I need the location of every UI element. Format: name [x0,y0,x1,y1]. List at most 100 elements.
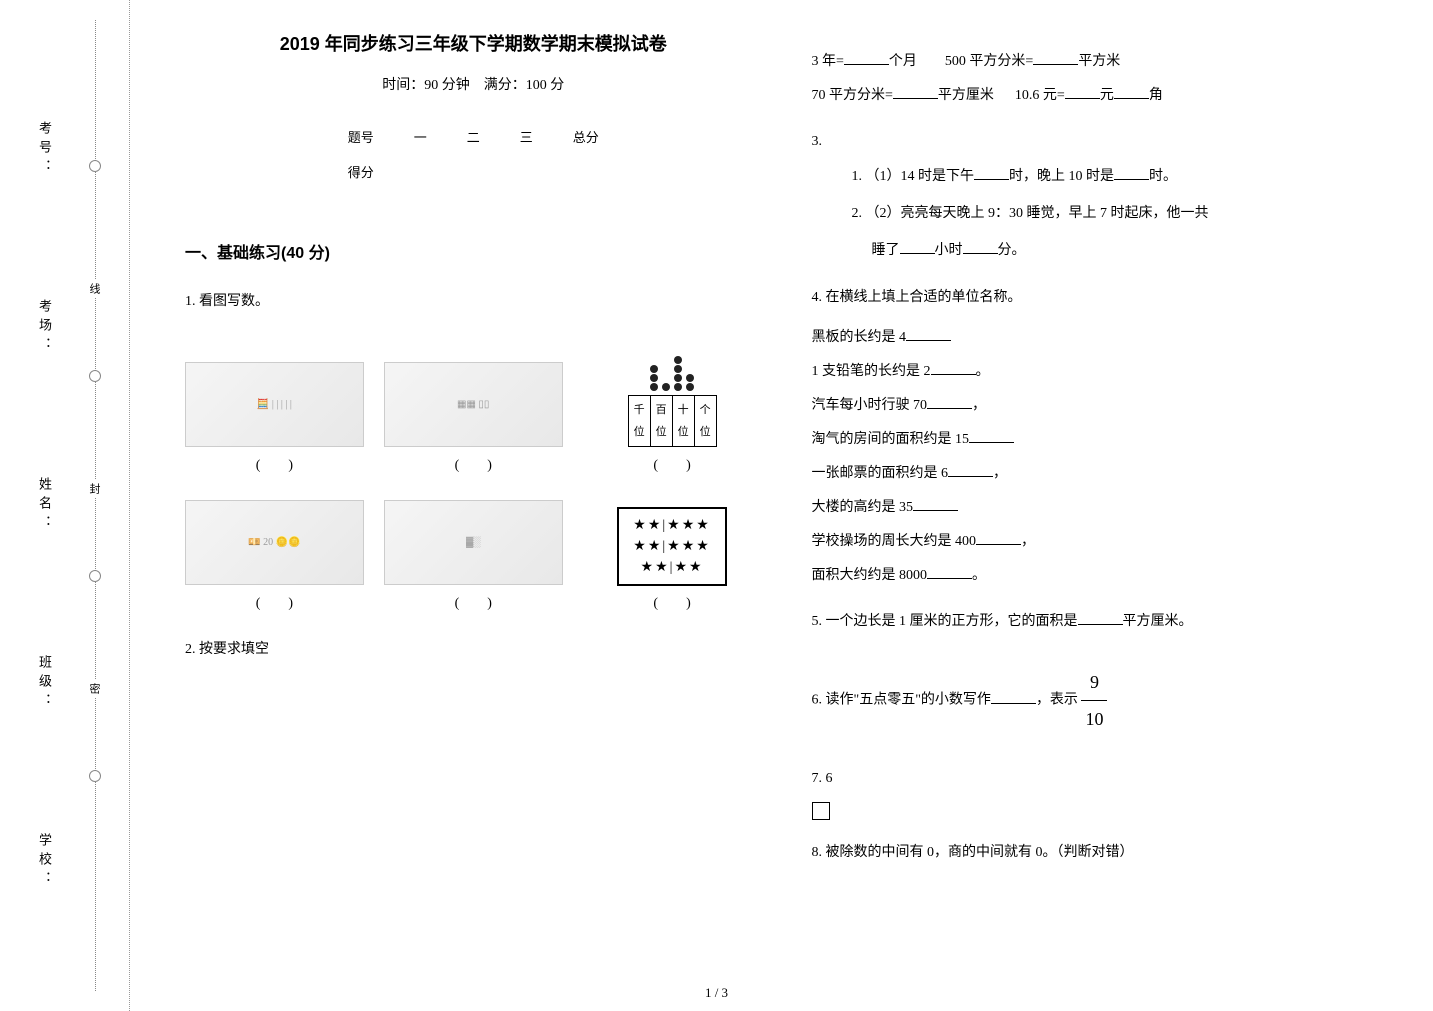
q4-line: 面积大约约是 8000。 [812,562,1389,590]
exam-title: 2019 年同步练习三年级下学期数学期末模拟试卷 [185,30,762,56]
text: 一张邮票的面积约是 6 [812,466,949,481]
text: 1 支铅笔的长约是 2 [812,364,931,379]
grid-squares-icon: ▦▦ ▯▯ [384,362,563,447]
text: （1）14 时是下午 [866,169,975,184]
blank [969,427,1014,443]
paren: ( ) [384,452,563,480]
text: 平方厘米 [938,88,994,103]
text: 小时 [935,243,963,258]
text: ， [993,466,1007,481]
q4-line: 汽车每小时行驶 70， [812,392,1389,420]
place-header: 个位 [694,396,716,447]
score-table: 题号 一 二 三 总分 得分 [328,119,619,189]
text: 分。 [998,243,1026,258]
text: 1. [852,169,863,184]
q3-sub2: 2. （2）亮亮每天晚上 9：30 睡觉，早上 7 时起床，他一共 [852,199,1389,230]
figure-grid: ▦▦ ▯▯ ( ) [384,362,563,480]
score-header: 三 [500,119,553,154]
text: 时。 [1149,169,1177,184]
text: 黑板的长约是 4 [812,330,907,345]
circle-mark [89,570,101,582]
dotted-text-feng: 封 [86,480,102,497]
text: 2. [852,206,863,221]
fraction-denominator: 10 [1081,701,1107,737]
q7-label: 7. 6 [812,765,1389,793]
right-column: 3 年=个月 500 平方分米=平方米 70 平方分米=平方厘米 10.6 元=… [787,30,1414,981]
score-header: 题号 [328,119,394,154]
blank [976,529,1021,545]
blank [991,688,1036,704]
abacus-icon: 🧮 | | | | | [185,362,364,447]
q4-line: 学校操场的周长大约是 400 ， [812,528,1389,556]
table-row: 得分 [328,154,619,189]
paren: ( ) [384,590,563,618]
score-cell [394,154,447,189]
blank [963,238,998,254]
text: 5. 一个边长是 1 厘米的正方形，它的面积是 [812,614,1078,629]
blank [927,393,972,409]
blank [1033,49,1078,65]
circle-mark [89,770,101,782]
text: 70 平方分米= [812,88,893,103]
question-8: 8. 被除数的中间有 0，商的中间就有 0。（判断对错） [812,839,1389,867]
text: （2）亮亮每天晚上 9：30 睡觉，早上 7 时起床，他一共 [866,206,1209,221]
q4-lines: 黑板的长约是 4 1 支铅笔的长约是 2 。 汽车每小时行驶 70， 淘气的房间的… [812,324,1389,590]
figure-stars: ★★|★★★ ★★|★★★ ★★|★★ ( ) [583,503,762,618]
q3-sub2b: 睡了小时分。 [852,236,1389,267]
text: ，表示 [1036,693,1078,708]
stars-box: ★★|★★★ ★★|★★★ ★★|★★ [617,507,727,586]
blank [931,359,976,375]
text: 时，晚上 10 时是 [1009,169,1114,184]
figures-row-2: 💴 20 🪙🪙 ( ) ▓░ ( ) ★★|★★★ ★★|★★★ ★★|★★ (… [185,500,762,618]
page-number: 1 / 3 [705,985,728,1001]
score-header: 二 [447,119,500,154]
question-5: 5. 一个边长是 1 厘米的正方形，它的面积是 平方厘米。 [812,608,1389,636]
text: 。 [972,568,986,583]
q1-label: 1. 看图写数。 [185,288,762,316]
text: 平方米 [1078,54,1120,69]
blank [906,325,951,341]
place-header: 十位 [672,396,694,447]
place-header: 千位 [628,396,650,447]
sidebar-label-name: 姓名： [35,477,54,534]
figure-money: 💴 20 🪙🪙 ( ) [185,500,364,618]
q4-line: 黑板的长约是 4 [812,324,1389,352]
question-6: 6. 读作"五点零五"的小数写作，表示 9 10 [812,654,1389,747]
text: 元 [1100,88,1114,103]
q2-line1: 3 年=个月 500 平方分米=平方米 [812,48,1389,76]
blank [1114,83,1149,99]
place-value-table: 千位 百位 十位 个位 [628,395,717,447]
fraction-numerator: 9 [1081,664,1107,701]
text: 平方厘米。 [1123,614,1193,629]
score-cell [553,154,619,189]
text: 3 年= [812,54,844,69]
main-content: 2019 年同步练习三年级下学期数学期末模拟试卷 时间：90 分钟 满分：100… [140,0,1433,1011]
sidebar-labels: 考号： 考场： 姓名： 班级： 学校： [35,0,54,1011]
fraction: 9 10 [1081,664,1107,737]
blank [913,495,958,511]
blank [927,563,972,579]
paren: ( ) [583,452,762,480]
text: ， [1021,534,1035,549]
text: 大楼的高约是 35 [812,500,914,515]
table-row: 题号 一 二 三 总分 [328,119,619,154]
exam-subtitle: 时间：90 分钟 满分：100 分 [185,74,762,94]
place-header: 百位 [650,396,672,447]
section-title: 一、基础练习(40 分) [185,239,762,263]
score-cell [447,154,500,189]
blank [948,461,993,477]
text: ， [972,398,986,413]
sidebar-label-school: 学校： [35,833,54,890]
text: 学校操场的周长大约是 400 [812,534,977,549]
left-column: 2019 年同步练习三年级下学期数学期末模拟试卷 时间：90 分钟 满分：100… [160,30,787,981]
q2-content: 3 年=个月 500 平方分米=平方米 70 平方分米=平方厘米 10.6 元=… [812,48,1389,110]
q4-line: 一张邮票的面积约是 6 ， [812,460,1389,488]
q4-line: 淘气的房间的面积约是 15 [812,426,1389,454]
score-header: 总分 [553,119,619,154]
score-header: 一 [394,119,447,154]
figure-placevalue-balls: 千位 百位 十位 个位 ( ) [583,336,762,480]
text: 10.6 元= [1015,88,1065,103]
question-2: 2. 按要求填空 [185,636,762,664]
text: 个月 [889,54,917,69]
sidebar-label-class: 班级： [35,655,54,712]
